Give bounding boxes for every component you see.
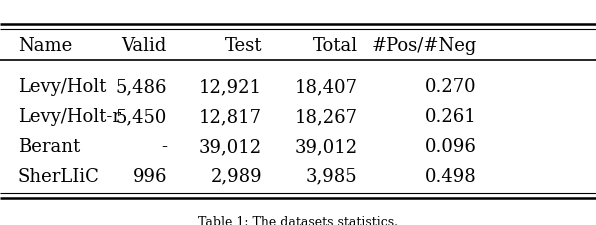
Text: 12,817: 12,817 — [199, 108, 262, 126]
Text: 12,921: 12,921 — [199, 78, 262, 96]
Text: SherLIiC: SherLIiC — [18, 167, 100, 185]
Text: 18,267: 18,267 — [294, 108, 358, 126]
Text: 3,985: 3,985 — [306, 167, 358, 185]
Text: Name: Name — [18, 37, 72, 55]
Text: 5,486: 5,486 — [116, 78, 167, 96]
Text: 0.096: 0.096 — [425, 137, 477, 155]
Text: #Pos/#Neg: #Pos/#Neg — [371, 37, 477, 55]
Text: 0.270: 0.270 — [425, 78, 477, 96]
Text: Berant: Berant — [18, 137, 80, 155]
Text: Test: Test — [225, 37, 262, 55]
Text: Table 1: The datasets statistics.: Table 1: The datasets statistics. — [198, 215, 398, 225]
Text: -: - — [161, 137, 167, 155]
Text: 0.261: 0.261 — [425, 108, 477, 126]
Text: 5,450: 5,450 — [116, 108, 167, 126]
Text: 996: 996 — [132, 167, 167, 185]
Text: 2,989: 2,989 — [210, 167, 262, 185]
Text: 18,407: 18,407 — [294, 78, 358, 96]
Text: 39,012: 39,012 — [199, 137, 262, 155]
Text: 0.498: 0.498 — [425, 167, 477, 185]
Text: Valid: Valid — [122, 37, 167, 55]
Text: Levy/Holt: Levy/Holt — [18, 78, 106, 96]
Text: 39,012: 39,012 — [294, 137, 358, 155]
Text: Levy/Holt-r: Levy/Holt-r — [18, 108, 121, 126]
Text: Total: Total — [312, 37, 358, 55]
